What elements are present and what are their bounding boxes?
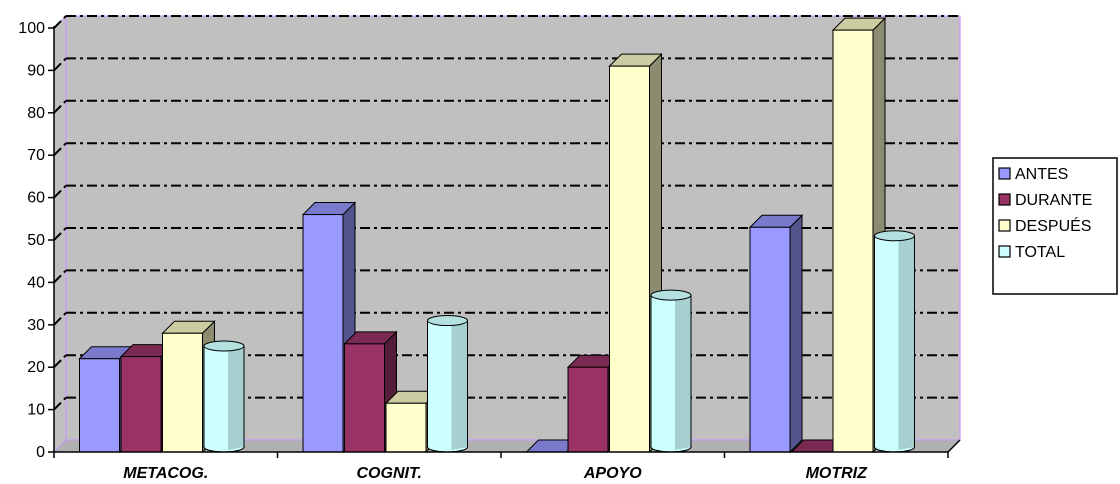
y-axis-ticks: 0 10 20 30 40 50 60 70 80 90 100 (18, 20, 54, 461)
legend-item: TOTAL (998, 244, 1065, 261)
x-category-label: APOYO (583, 465, 642, 482)
y-tick-label: 60 (27, 190, 45, 207)
x-axis-labels: METACOG. COGNIT. APOYO MOTRIZ (123, 465, 868, 482)
bar-total-apoyo (650, 289, 692, 453)
legend-box (992, 157, 1118, 295)
y-tick-label: 70 (27, 147, 45, 164)
gridline-side (53, 100, 67, 114)
gridline-side (53, 396, 67, 411)
x-category-label: MOTRIZ (806, 465, 869, 482)
legend-label: ANTES (1015, 166, 1068, 183)
bar-total-motriz (874, 230, 915, 453)
gridline-side (53, 269, 67, 284)
x-category-label: METACOG. (123, 465, 208, 482)
legend-item: DURANTE (998, 192, 1092, 209)
bar-total-metacog (203, 340, 245, 453)
gridline-side (53, 354, 67, 368)
gridline-side (53, 57, 67, 72)
legend-swatch (998, 167, 1011, 180)
axes (53, 26, 961, 458)
legend-swatch (998, 219, 1011, 232)
legend-label: DESPUÉS (1015, 216, 1091, 235)
gridline-side (53, 184, 67, 199)
legend: ANTES DURANTE DESPUÉS TOTAL (992, 157, 1118, 295)
bar-antes-motriz (748, 214, 804, 454)
y-tick-label: 0 (36, 444, 45, 461)
y-tick-label: 80 (27, 105, 45, 122)
y-tick-label: 100 (18, 20, 45, 37)
y-tick-label: 40 (27, 274, 45, 291)
gridline-side (53, 227, 67, 241)
y-tick-label: 50 (27, 232, 45, 249)
y-tick-label: 20 (27, 359, 45, 376)
x-category-label: COGNIT. (357, 465, 422, 482)
y-tick-label: 90 (27, 62, 45, 79)
legend-label: TOTAL (1015, 244, 1065, 261)
y-tick-label: 10 (27, 402, 45, 419)
gridline-side (53, 142, 67, 156)
bars (78, 16, 915, 454)
y-tick-label: 30 (27, 317, 45, 334)
legend-swatch (998, 245, 1011, 258)
legend-label: DURANTE (1015, 192, 1092, 209)
legend-item: ANTES (998, 166, 1068, 183)
bar-total-cognit (427, 315, 468, 453)
legend-item: DESPUÉS (998, 216, 1091, 235)
gridline-side (53, 15, 67, 29)
legend-swatch (998, 193, 1011, 206)
gridline-side (53, 312, 67, 326)
